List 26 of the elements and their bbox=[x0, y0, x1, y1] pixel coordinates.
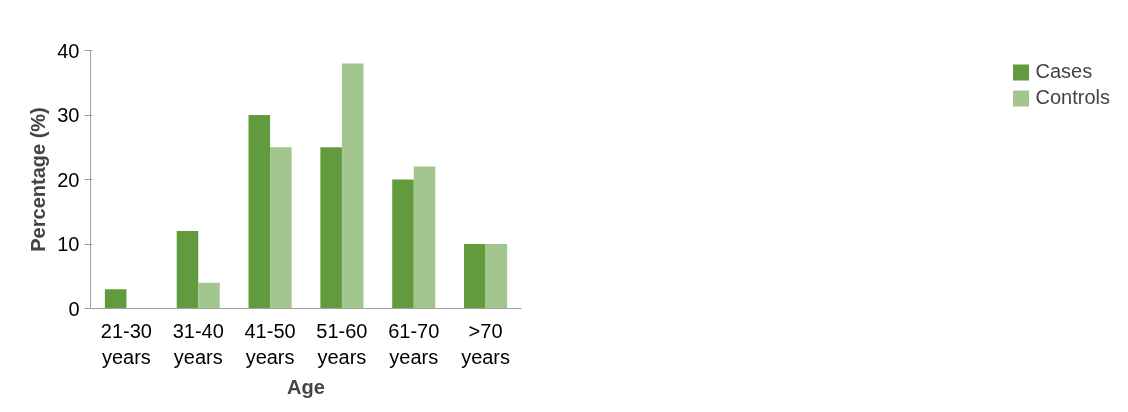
y-tick-label: 30 bbox=[57, 104, 80, 126]
legend-label: Controls bbox=[1035, 86, 1110, 109]
bar bbox=[464, 244, 486, 309]
x-tick-label: 21-30 years bbox=[100, 319, 152, 368]
bar bbox=[270, 147, 292, 309]
bar bbox=[176, 231, 199, 309]
bar bbox=[198, 282, 220, 309]
y-axis-title: Percentage (%) bbox=[27, 107, 50, 252]
bar bbox=[248, 115, 271, 309]
x-tick-label: >70 years bbox=[461, 319, 511, 368]
bar bbox=[104, 289, 127, 309]
bar bbox=[341, 63, 364, 309]
x-axis-title: Age bbox=[287, 375, 325, 398]
x-tick-label: 41-50 years bbox=[244, 319, 296, 368]
bar bbox=[413, 166, 436, 309]
x-tick-label: 51-60 years bbox=[316, 319, 368, 368]
x-tick-label: 31-40 years bbox=[172, 319, 224, 368]
x-tick-label: 61-70 years bbox=[388, 319, 440, 368]
bar bbox=[320, 147, 342, 309]
legend-label: Cases bbox=[1035, 60, 1093, 83]
y-tick-label: 0 bbox=[68, 297, 80, 320]
y-tick-label: 40 bbox=[57, 39, 80, 62]
bar bbox=[392, 179, 414, 309]
y-tick-label: 10 bbox=[57, 233, 80, 255]
y-tick-label: 20 bbox=[57, 168, 80, 191]
bar bbox=[485, 244, 508, 309]
